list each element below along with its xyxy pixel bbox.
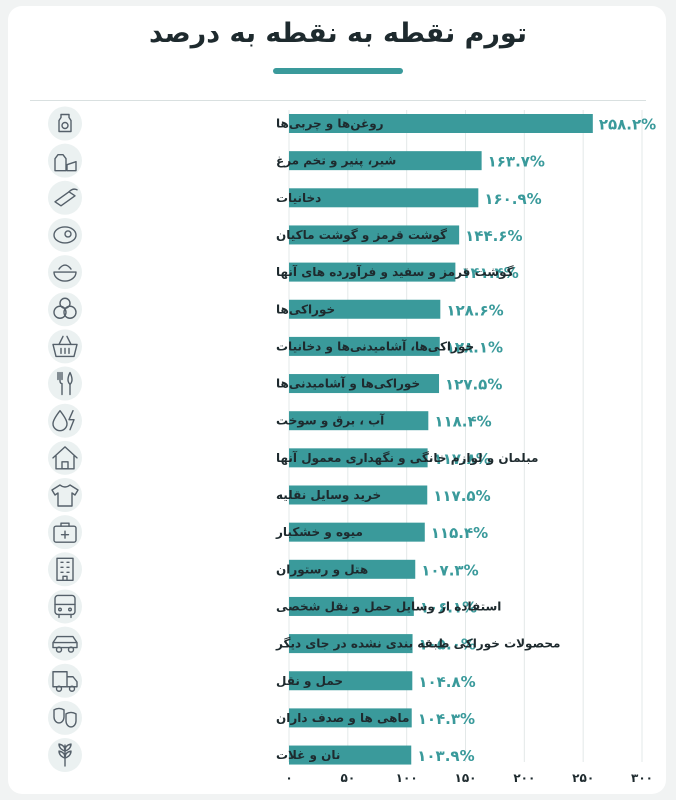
bar <box>289 671 413 691</box>
bar <box>289 485 428 505</box>
value-label: ۱۱۸.۴% <box>434 413 491 431</box>
x-tick-label: ۵۰ <box>341 771 356 785</box>
category-label: روغن‌ها و چربی‌ها <box>276 117 384 132</box>
category-label: هتل و رستوران <box>276 562 368 577</box>
category-label: محصولات خوراکی طبقه بندی نشده در جای دیگ… <box>275 637 560 652</box>
category-label: گوشت قرمز و سفید و فرآورده های آنها <box>276 264 514 280</box>
bar <box>289 745 412 765</box>
category-label: نان و غلات <box>276 748 340 763</box>
bar <box>289 374 440 394</box>
first-aid-box-icon <box>48 515 82 550</box>
shopping-basket-icon <box>48 329 82 364</box>
x-tick-label: ۱۰۰ <box>396 771 418 785</box>
food-bowl-icon <box>48 255 82 290</box>
bar <box>289 188 479 208</box>
value-label: ۱۱۵.۴% <box>431 524 488 542</box>
category-label: آب ، برق و سوخت <box>276 413 385 429</box>
x-tick-label: ۳۰۰ <box>631 771 653 785</box>
value-label: ۱۰۴.۸% <box>418 673 475 691</box>
bar <box>289 448 428 468</box>
cutlery-icon <box>48 366 82 401</box>
bar <box>289 151 482 171</box>
chart-card <box>8 6 666 794</box>
bar <box>289 634 413 654</box>
delivery-truck-icon <box>48 663 82 698</box>
bar <box>289 336 440 356</box>
value-label: ۱۶۳.۷% <box>488 153 545 171</box>
category-label: استفاده از وسایل حمل و نقل شخصی <box>276 599 501 614</box>
tshirt-icon <box>48 478 82 512</box>
house-icon <box>48 440 82 475</box>
value-label: ۱۱۷.۸% <box>434 450 491 468</box>
value-label: ۱۴۴.۶% <box>465 227 522 245</box>
x-tick-label: ۱۵۰ <box>455 771 477 785</box>
value-label: ۱۴۱.۴% <box>461 264 518 282</box>
fish-mask-icon <box>48 700 82 735</box>
x-tick-label: ۲۰۰ <box>513 771 535 785</box>
bar <box>289 522 425 542</box>
vegetables-icon <box>48 292 82 327</box>
x-tick-label: ۲۵۰ <box>572 771 594 785</box>
x-tick-label: ۰ <box>285 771 292 785</box>
bar <box>289 299 441 319</box>
value-label: ۲۵۸.۲% <box>599 116 656 134</box>
title-underline <box>273 68 403 74</box>
utilities-drop-bolt-icon <box>48 403 82 438</box>
category-label: خوراکی‌ها، آشامیدنی‌ها و دخانیات <box>276 338 474 354</box>
bar <box>289 596 414 616</box>
value-label: ۱۰۴.۳% <box>418 710 475 728</box>
hotel-building-icon <box>48 552 82 587</box>
category-label: شیر، پنیر و تخم مرغ <box>276 154 396 169</box>
value-label: ۱۰۳.۹% <box>417 747 474 765</box>
category-label: خوراکی‌ها و آشامیدنی‌ها <box>276 376 420 392</box>
header-divider <box>30 100 646 101</box>
chart-title: تورم نقطه به نقطه به درصد <box>149 18 527 49</box>
category-label: حمل و نقل <box>276 674 343 689</box>
car-icon <box>48 626 82 661</box>
bar <box>289 114 593 133</box>
bar <box>289 262 456 282</box>
meat-steak-icon <box>48 217 82 252</box>
milk-cheese-icon <box>48 143 82 178</box>
category-label: مبلمان و لوازم خانگی و نگهداری معمول آنه… <box>276 450 538 466</box>
value-label: ۱۰۷.۳% <box>421 561 478 579</box>
value-label: ۱۶۰.۹% <box>484 190 541 208</box>
category-label: خوراکی‌ها <box>276 302 335 317</box>
category-label: دخانیات <box>276 191 321 205</box>
value-label: ۱۰۵.۰% <box>419 636 476 654</box>
category-label: میوه و خشکبار <box>275 525 363 540</box>
bar <box>289 559 416 579</box>
tobacco-icon <box>48 180 82 215</box>
bar <box>289 708 412 728</box>
oil-bottle-icon <box>48 106 82 141</box>
value-label: ۱۲۸.۶% <box>446 301 503 319</box>
bar <box>289 411 429 431</box>
value-label: ۱۲۸.۱% <box>446 338 503 356</box>
category-label: خرید وسایل نقلیه <box>276 488 381 503</box>
bar <box>289 225 460 245</box>
category-label: ماهی ها و صدف داران <box>276 711 409 726</box>
value-label: ۱۱۷.۵% <box>433 487 490 505</box>
value-label: ۱۲۷.۵% <box>445 376 502 394</box>
category-label: گوشت قرمز و گوشت ماکیان <box>276 228 447 243</box>
bus-icon <box>48 589 82 624</box>
wheat-icon <box>48 738 82 773</box>
value-label: ۱۰۶.۱% <box>420 598 477 616</box>
